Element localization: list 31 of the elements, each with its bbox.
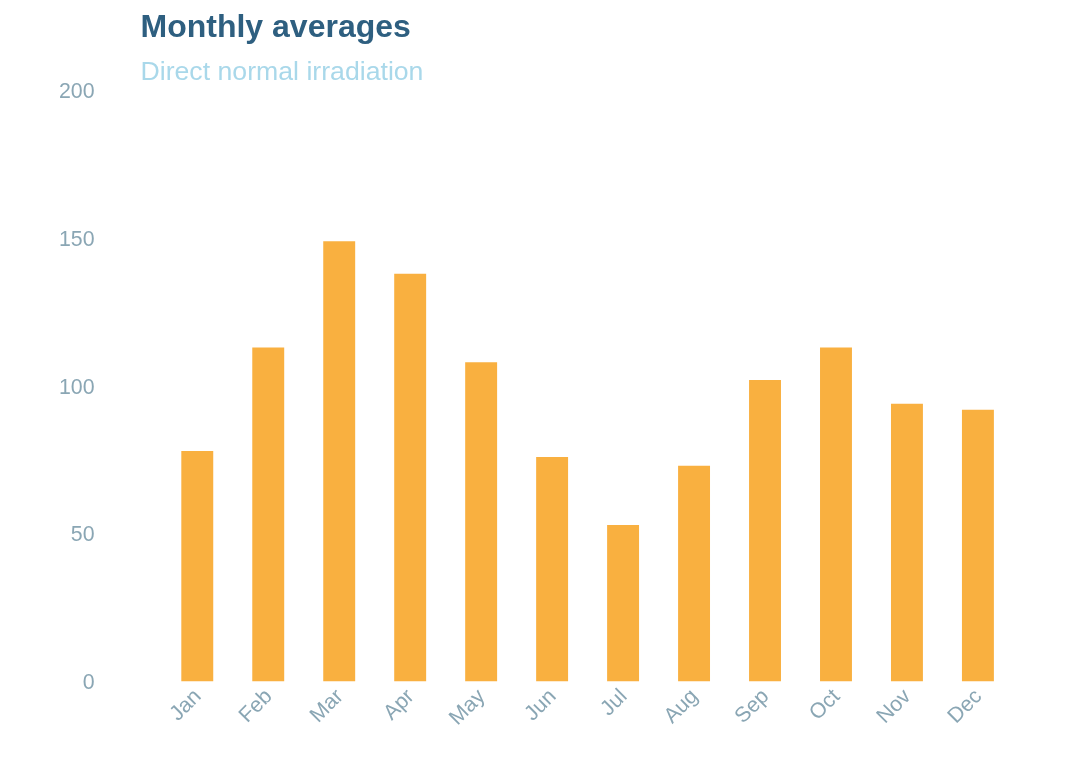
x-tick-label: Feb: [233, 684, 277, 727]
y-tick-label: 200: [58, 79, 95, 103]
x-tick-label: Aug: [658, 684, 703, 728]
chart-subtitle: Direct normal irradiation: [140, 55, 424, 86]
bar: [394, 273, 427, 682]
x-tick-label: Sep: [729, 684, 774, 728]
bar: [890, 403, 923, 682]
x-tick-label: Jan: [164, 684, 206, 726]
y-tick-label: 0: [82, 670, 95, 694]
bar: [961, 409, 994, 682]
y-tick-label: 50: [70, 522, 95, 547]
x-tick-label: Nov: [871, 683, 916, 728]
bar: [607, 524, 640, 682]
bar: [465, 362, 498, 682]
x-tick-label: Apr: [378, 684, 419, 725]
x-tick-label: Oct: [804, 683, 845, 725]
bar: [252, 347, 285, 682]
y-tick-label: 150: [58, 226, 95, 251]
bar: [536, 456, 569, 682]
x-tick-label: Dec: [942, 683, 987, 728]
bar: [678, 465, 711, 682]
x-tick-label: May: [444, 683, 490, 730]
bar: [181, 451, 214, 682]
x-tick-label: Mar: [304, 684, 348, 727]
bar: [820, 347, 852, 682]
bar: [323, 241, 356, 682]
y-tick-label: 100: [58, 374, 95, 399]
x-tick-label: Jul: [595, 684, 632, 721]
bar: [749, 380, 781, 682]
chart-title: Monthly averages: [140, 7, 411, 44]
x-tick-label: Jun: [519, 684, 561, 726]
